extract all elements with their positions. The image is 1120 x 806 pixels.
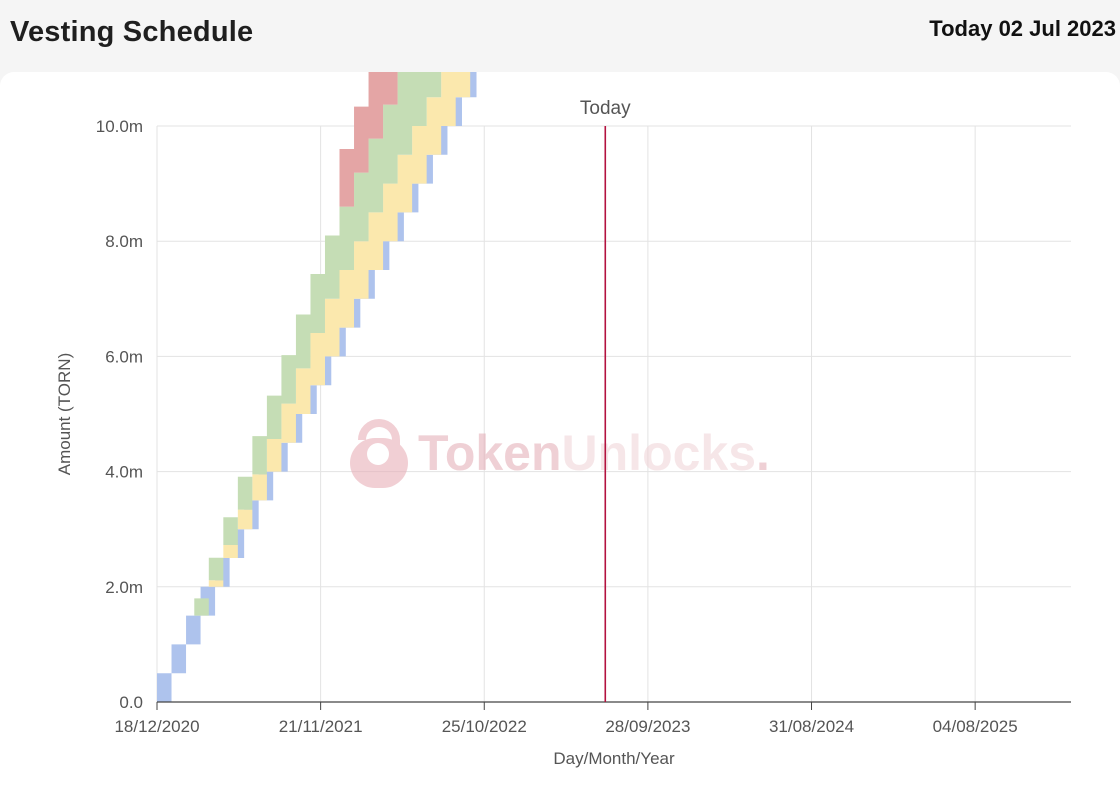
x-tick-label: 18/12/2020 bbox=[114, 717, 199, 736]
today-marker: Today bbox=[580, 98, 631, 702]
page-title: Vesting Schedule bbox=[10, 16, 254, 48]
x-tick-label: 31/08/2024 bbox=[769, 717, 854, 736]
y-axis-title: Amount (TORN) bbox=[55, 353, 74, 476]
x-tick-label: 21/11/2021 bbox=[279, 717, 363, 736]
chart-card: TokenUnlocks. 0.0 2.0m 4.0m 6.0m 8.0m 10.0m 18… bbox=[0, 72, 1120, 806]
x-tick-label: 25/10/2022 bbox=[442, 717, 527, 736]
y-tick-label: 6.0m bbox=[105, 347, 143, 366]
today-date-label: Today 02 Jul 2023 bbox=[929, 16, 1116, 41]
y-tick-label: 2.0m bbox=[105, 578, 143, 597]
watermark-brand-bold: Token bbox=[418, 425, 562, 481]
y-tick-label: 0.0 bbox=[119, 693, 143, 712]
today-line-label: Today bbox=[580, 98, 631, 119]
svg-text:TokenUnlocks.: TokenUnlocks. bbox=[418, 425, 770, 481]
series-area bbox=[194, 72, 471, 616]
y-tick-label: 8.0m bbox=[105, 232, 143, 251]
watermark-brand-light: Unlocks bbox=[562, 425, 757, 481]
series-areas bbox=[157, 72, 477, 702]
series-area bbox=[194, 72, 442, 616]
axes: 0.0 2.0m 4.0m 6.0m 8.0m 10.0m 18/12/2020 21/11/… bbox=[96, 117, 1071, 736]
vesting-chart: TokenUnlocks. 0.0 2.0m 4.0m 6.0m 8.0m 10.0m 18… bbox=[55, 72, 1071, 768]
x-tick-label: 04/08/2025 bbox=[933, 717, 1018, 736]
series-area bbox=[339, 72, 398, 207]
y-tick-label: 10.0m bbox=[96, 117, 143, 136]
watermark-dot: . bbox=[756, 425, 770, 481]
x-axis-title: Day/Month/Year bbox=[553, 749, 675, 768]
tokenunlocks-watermark: TokenUnlocks. bbox=[350, 419, 770, 488]
x-tick-label: 28/09/2023 bbox=[605, 717, 690, 736]
lock-logo-icon bbox=[350, 419, 408, 488]
y-tick-label: 4.0m bbox=[105, 463, 143, 482]
